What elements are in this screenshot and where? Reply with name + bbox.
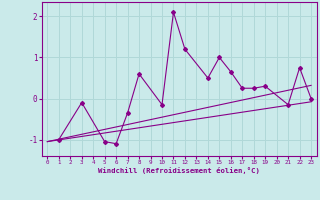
X-axis label: Windchill (Refroidissement éolien,°C): Windchill (Refroidissement éolien,°C): [98, 167, 260, 174]
